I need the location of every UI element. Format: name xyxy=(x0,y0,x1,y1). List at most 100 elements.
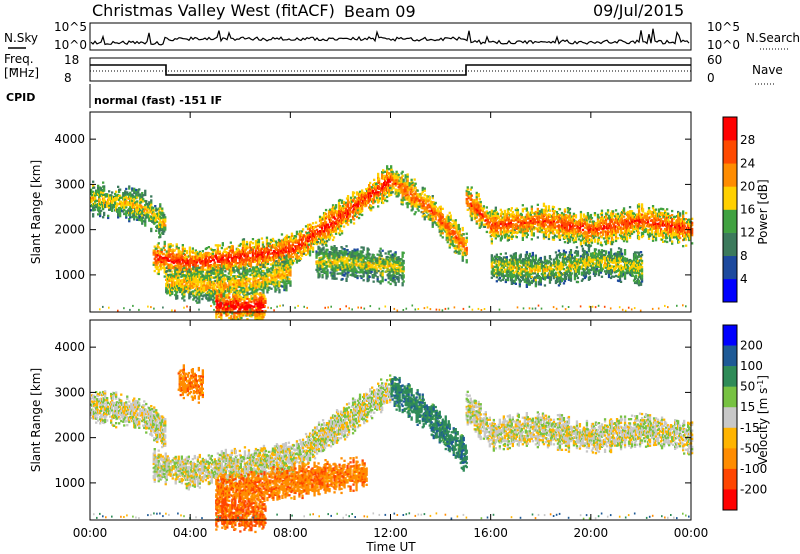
echo-cell xyxy=(542,237,546,240)
echo-cell xyxy=(245,245,249,248)
echo-cell xyxy=(91,193,94,197)
echo-cell xyxy=(260,265,264,269)
echo-cell xyxy=(192,269,195,273)
echo-cell xyxy=(404,192,407,195)
echo-cell xyxy=(605,227,609,230)
echo-cell xyxy=(420,192,423,195)
echo-cell xyxy=(118,198,121,202)
echo-cell xyxy=(374,200,377,203)
echo-cell xyxy=(389,184,392,187)
echo-cell xyxy=(565,232,569,236)
echo-cell xyxy=(414,190,417,193)
echo-cell xyxy=(295,261,299,264)
echo-cell xyxy=(676,223,679,226)
echo-cell xyxy=(509,231,512,234)
echo-cell xyxy=(119,194,122,197)
echo-cell xyxy=(424,202,427,205)
echo-cell xyxy=(221,252,224,255)
echo-cell xyxy=(521,238,524,241)
echo-cell xyxy=(184,263,187,266)
echo-cell xyxy=(157,242,160,245)
echo-cell xyxy=(180,253,183,256)
echo-cell xyxy=(181,246,184,249)
echo-cell xyxy=(665,235,668,238)
echo-cell xyxy=(654,212,658,215)
echo-cell xyxy=(606,231,610,234)
echo-cell xyxy=(509,209,512,212)
echo-cell xyxy=(403,190,406,193)
echo-cell xyxy=(654,230,658,234)
echo-cell xyxy=(188,246,191,249)
echo-cell xyxy=(526,211,529,214)
echo-cell xyxy=(214,254,217,257)
echo-cell xyxy=(557,232,561,235)
echo-cell xyxy=(451,241,454,245)
echo-cell xyxy=(574,238,578,241)
echo-cell xyxy=(332,230,336,233)
echo-cell xyxy=(510,237,513,240)
echo-cell xyxy=(470,194,473,197)
echo-cell xyxy=(685,211,688,215)
echo-cell xyxy=(369,187,372,191)
echo-cell xyxy=(540,229,543,232)
echo-cell xyxy=(434,216,437,219)
echo-cell xyxy=(569,221,573,224)
echo-cell xyxy=(333,211,337,214)
echo-cell xyxy=(158,213,161,216)
echo-cell xyxy=(490,211,493,214)
echo-cell xyxy=(98,200,101,203)
echo-cell xyxy=(464,243,467,246)
echo-cell xyxy=(609,218,613,221)
echo-cell xyxy=(601,233,605,236)
echo-cell xyxy=(351,195,355,198)
echo-cell xyxy=(439,215,442,219)
echo-cell xyxy=(168,247,171,251)
echo-cell xyxy=(173,257,176,260)
echo-cell xyxy=(125,210,128,213)
echo-cell xyxy=(408,198,411,201)
echo-cell xyxy=(682,212,685,215)
echo-cell xyxy=(366,195,369,199)
echo-cell xyxy=(234,263,237,266)
echo-cell xyxy=(336,221,340,224)
echo-cell xyxy=(392,182,395,185)
echo-cell xyxy=(251,256,255,259)
echo-cell xyxy=(552,238,556,241)
echo-cell xyxy=(329,231,333,234)
echo-cell xyxy=(378,177,381,180)
echo-cell xyxy=(129,191,132,194)
echo-cell xyxy=(647,207,651,210)
echo-cell xyxy=(562,215,566,218)
echo-cell xyxy=(485,230,488,234)
echo-cell xyxy=(440,217,443,220)
echo-cell xyxy=(411,183,414,187)
echo-cell xyxy=(648,210,652,213)
echo-cell xyxy=(330,234,334,237)
echo-cell xyxy=(470,204,473,207)
echo-cell xyxy=(579,243,583,246)
echo-cell xyxy=(522,220,525,223)
echo-cell xyxy=(306,246,310,249)
echo-cell xyxy=(365,194,368,197)
echo-cell xyxy=(242,260,246,263)
echo-cell xyxy=(547,235,551,238)
echo-cell xyxy=(172,261,175,265)
echo-cell xyxy=(358,207,362,210)
echo-cell xyxy=(128,220,131,223)
echo-cell xyxy=(100,203,103,206)
echo-cell xyxy=(423,207,426,211)
echo-cell xyxy=(387,183,390,186)
echo-cell xyxy=(102,207,105,211)
echo-cell xyxy=(659,213,663,217)
echo-cell xyxy=(309,244,313,248)
echo-cell xyxy=(460,248,463,251)
echo-cell xyxy=(112,200,115,203)
echo-cell xyxy=(439,205,442,208)
power-panel xyxy=(89,111,694,323)
echo-cell xyxy=(99,198,102,201)
echo-cell xyxy=(669,229,672,232)
echo-cell xyxy=(153,222,156,225)
echo-cell xyxy=(386,171,389,174)
echo-cell xyxy=(348,208,352,212)
echo-cell xyxy=(207,246,210,249)
